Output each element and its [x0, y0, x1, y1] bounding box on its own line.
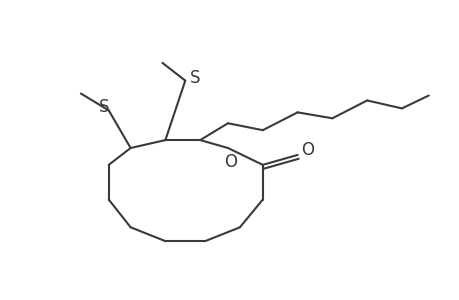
Text: S: S — [98, 98, 109, 116]
Text: O: O — [224, 153, 237, 171]
Text: S: S — [190, 69, 200, 87]
Text: O: O — [300, 141, 313, 159]
